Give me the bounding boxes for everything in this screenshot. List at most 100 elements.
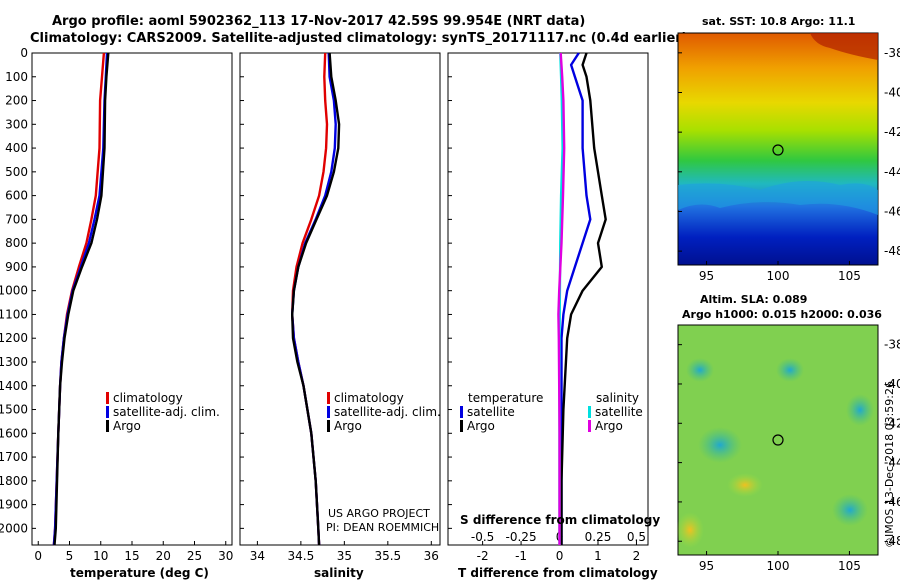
x-tick-label: 34.5 [288, 549, 315, 563]
pressure-tick-label: 1400 [0, 379, 28, 393]
t-difference-axis-label: T difference from climatology [458, 566, 658, 580]
pressure-tick-label: 1800 [0, 474, 28, 488]
x-tick-label: 10 [93, 549, 108, 563]
credit-project: US ARGO PROJECT [328, 507, 430, 520]
legend-temperature-title: temperature [468, 391, 543, 405]
s-diff-tick-label: 0.25 [585, 530, 612, 544]
lat-tick-label: -40 [884, 377, 900, 391]
x-tick-label: 1 [594, 549, 602, 563]
legend-climatology: climatology [334, 391, 404, 405]
x-tick-label: 2 [633, 549, 641, 563]
pressure-tick-label: 1100 [0, 307, 28, 321]
sla-high-eddy [727, 473, 763, 497]
lon-tick-label: 95 [699, 559, 714, 573]
credit-pi: PI: DEAN ROEMMICH [326, 521, 439, 534]
legend-argo-swatch [327, 420, 330, 432]
sla-map-title-2: Argo h1000: 0.015 h2000: 0.036 [682, 308, 882, 321]
lat-tick-label: -48 [884, 244, 900, 258]
s-diff-tick-label: 0.5 [627, 530, 646, 544]
x-tick-label: 30 [218, 549, 233, 563]
temperature-panel [31, 52, 233, 546]
sla-low-eddy [832, 494, 868, 526]
lat-tick-label: -44 [884, 456, 900, 470]
legend-s-satellite: satellite [595, 405, 643, 419]
pressure-tick-label: 1200 [0, 331, 28, 345]
salinity-panel [239, 52, 441, 546]
lat-tick-label: -44 [884, 165, 900, 179]
sla-high-eddy [676, 512, 704, 548]
sla-low-eddy [698, 427, 742, 463]
pressure-tick-label: 2000 [0, 521, 28, 535]
pressure-tick-label: 200 [5, 94, 28, 108]
lat-tick-label: -46 [884, 204, 900, 218]
sst-map [677, 32, 879, 266]
x-tick-label: 15 [124, 549, 139, 563]
title-line-1: Argo profile: aoml 5902362_113 17-Nov-20… [52, 14, 585, 29]
legend-climatology: climatology [113, 391, 183, 405]
x-tick-label: 0 [34, 549, 42, 563]
sla-map-ticks: -38 -40 -42 -44 -46 -48 95 100 105 [678, 338, 900, 573]
x-tick-label: -2 [477, 549, 489, 563]
series-line-argo [53, 52, 110, 546]
x-tick-label: 35.5 [374, 549, 401, 563]
series-line-temperature-argo [560, 52, 607, 545]
pressure-tick-label: 100 [5, 70, 28, 84]
s-difference-axis-label: S difference from climatology [460, 513, 660, 527]
pressure-axis: 0 100 200 300 400 500 600 700 800 900 1000 1100 1200… [0, 46, 452, 535]
temperature-axis-label: temperature (deg C) [70, 566, 209, 580]
legend-argo: Argo [334, 419, 362, 433]
pressure-tick-label: 1700 [0, 450, 28, 464]
difference-legend: temperature satellite Argo salinity sate… [460, 391, 643, 433]
sla-float-marker [772, 434, 784, 446]
x-tick-label: 35 [337, 549, 352, 563]
sla-low-eddy [686, 358, 714, 382]
x-tick-label: -1 [515, 549, 527, 563]
legend-t-argo: Argo [467, 419, 495, 433]
s-diff-tick-label: -0.25 [506, 530, 537, 544]
series-line-salinity-argo [557, 52, 566, 545]
temperature-legend: climatology satellite-adj. clim. Argo [106, 391, 220, 433]
pressure-tick-label: 0 [20, 46, 28, 60]
lat-tick-label: -48 [884, 534, 900, 548]
salinity-legend: climatology satellite-adj. clim. Argo [327, 391, 441, 433]
pressure-tick-label: 500 [5, 165, 28, 179]
legend-s-argo: Argo [595, 419, 623, 433]
sla-low-eddy [776, 358, 804, 382]
pressure-tick-label: 1300 [0, 355, 28, 369]
salinity-axis-label: salinity [314, 566, 364, 580]
legend-s-satellite-swatch [588, 406, 591, 418]
legend-climatology-swatch [327, 392, 330, 404]
sst-map-ticks: -38 -40 -42 -44 -46 -48 95 100 105 [678, 46, 900, 283]
x-tick-label: 34 [250, 549, 265, 563]
series-line-temperature-satellite [560, 52, 592, 545]
pressure-tick-label: 600 [5, 189, 28, 203]
legend-s-argo-swatch [588, 420, 591, 432]
lat-tick-label: -38 [884, 338, 900, 352]
x-tick-label: 0 [556, 549, 564, 563]
lon-tick-label: 100 [767, 559, 790, 573]
pressure-tick-label: 300 [5, 117, 28, 131]
lat-tick-label: -38 [884, 46, 900, 60]
x-tick-label: 20 [156, 549, 171, 563]
legend-satellite: satellite-adj. clim. [113, 405, 220, 419]
lat-tick-label: -46 [884, 495, 900, 509]
pressure-tick-label: 1000 [0, 284, 28, 298]
legend-satellite-swatch [106, 406, 109, 418]
sst-map-title: sat. SST: 10.8 Argo: 11.1 [702, 15, 855, 28]
pressure-tick-label: 1500 [0, 403, 28, 417]
legend-satellite-swatch [327, 406, 330, 418]
pressure-tick-label: 700 [5, 212, 28, 226]
legend-salinity-title: salinity [596, 391, 639, 405]
sst-float-marker [772, 144, 784, 156]
legend-climatology-swatch [106, 392, 109, 404]
sst-front [678, 181, 878, 215]
lon-tick-label: 105 [838, 269, 861, 283]
lat-tick-label: -42 [884, 416, 900, 430]
legend-t-satellite-swatch [460, 406, 463, 418]
sst-warm-patch [810, 33, 878, 60]
lat-tick-label: -42 [884, 125, 900, 139]
salinity-chart: 34 34.5 35 35.5 36 [250, 52, 439, 563]
series-line-argo [291, 52, 341, 546]
lon-tick-label: 105 [838, 559, 861, 573]
